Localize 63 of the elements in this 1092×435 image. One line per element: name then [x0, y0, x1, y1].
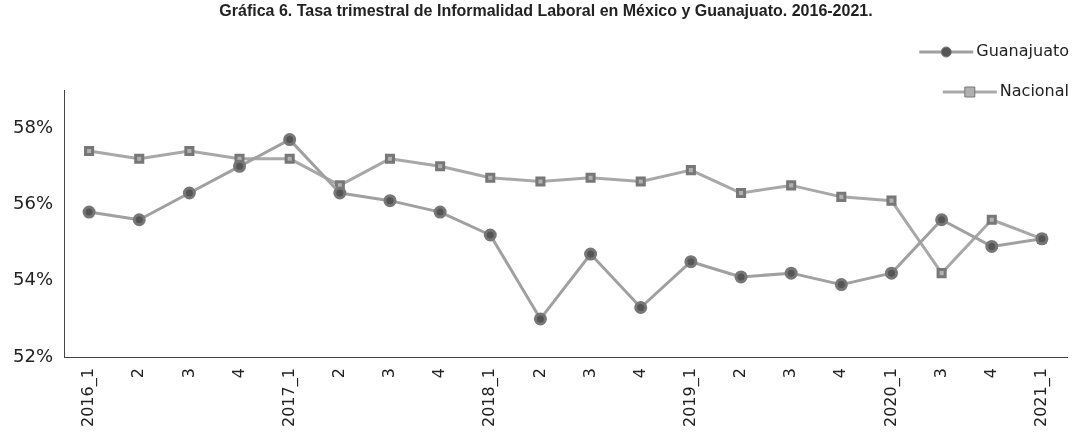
point [986, 214, 997, 225]
point [82, 205, 96, 219]
x-tick-label: 4 [980, 368, 1000, 379]
point [132, 213, 146, 227]
point [685, 165, 696, 176]
point [935, 213, 949, 227]
point [483, 228, 497, 242]
point [535, 176, 546, 187]
point [383, 194, 397, 208]
point [284, 153, 295, 164]
point [985, 239, 999, 253]
point [134, 153, 145, 164]
point [585, 172, 596, 183]
point [333, 186, 347, 200]
x-tick-label: 4 [429, 368, 449, 379]
x-tick-label: 3 [178, 368, 198, 379]
point [635, 176, 646, 187]
point [533, 312, 547, 326]
point [836, 191, 847, 202]
x-tick-label: 2 [529, 368, 549, 379]
point [435, 161, 446, 172]
x-tick-label: 2020_1 [880, 368, 901, 428]
point [734, 270, 748, 284]
point [784, 266, 798, 280]
x-tick-label: 4 [830, 368, 850, 379]
point [936, 268, 947, 279]
point [433, 205, 447, 219]
x-tick-label: 3 [379, 368, 399, 379]
legend-label: Nacional [999, 81, 1070, 101]
x-tick-label: 2021_1 [1031, 368, 1052, 428]
point [485, 172, 496, 183]
x-tick-label: 3 [579, 368, 599, 379]
y-tick-label: 56% [12, 192, 54, 214]
x-tick-label: 2018_1 [479, 368, 500, 428]
y-tick-label: 52% [12, 344, 54, 366]
x-tick-label: 2017_1 [278, 368, 299, 428]
point [735, 187, 747, 199]
point [233, 159, 247, 173]
point [884, 266, 898, 280]
point [584, 247, 598, 261]
x-tick-label: 4 [228, 368, 248, 379]
point [886, 195, 897, 206]
point [184, 146, 195, 157]
y-tick-label: 58% [12, 115, 54, 137]
point [834, 278, 848, 292]
point [182, 186, 196, 200]
x-tick-label: 2 [328, 368, 348, 379]
point [684, 255, 698, 269]
point [384, 153, 396, 164]
x-tick-label: 3 [780, 368, 800, 379]
point [634, 301, 648, 314]
y-tick-label: 54% [12, 268, 54, 290]
legend-label: Guanajuato [976, 41, 1070, 61]
point [84, 146, 95, 157]
x-tick-label: 2019_1 [680, 368, 701, 428]
x-tick-label: 4 [629, 368, 649, 379]
x-tick-label: 2 [730, 368, 750, 379]
x-tick-label: 2 [128, 368, 148, 379]
point [283, 133, 297, 147]
point [786, 180, 797, 191]
x-tick-label: 3 [930, 368, 950, 379]
x-tick-label: 2016_1 [78, 368, 99, 428]
chart-title: Gráfica 6. Tasa trimestral de Informalidad Laboral en México y Guanajuato. 2016-2021. [218, 2, 874, 20]
